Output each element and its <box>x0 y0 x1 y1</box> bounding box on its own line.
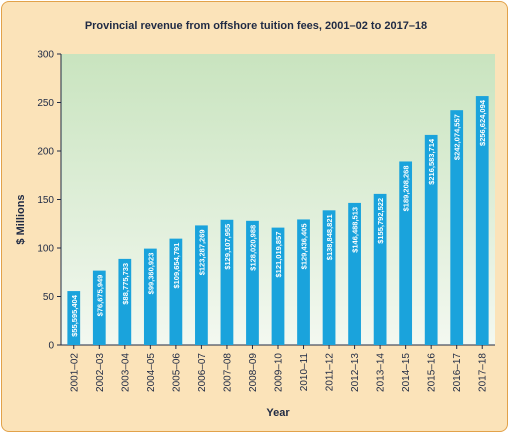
x-tick-label: 2016–17 <box>452 353 463 392</box>
x-tick-label: 2009–10 <box>274 353 285 392</box>
bar <box>169 238 183 345</box>
x-tick-label: 2005–06 <box>171 353 182 392</box>
bars: $55,595,404 $76,675,949 $88,775,733 $99,360… <box>67 96 489 345</box>
bar <box>143 248 157 345</box>
y-tick-label: 250 <box>37 98 54 109</box>
y-tick-label: 200 <box>37 147 54 158</box>
x-tick-label: 2010–11 <box>299 353 310 392</box>
x-tick-label: 2001–02 <box>69 353 80 392</box>
bar <box>373 193 387 345</box>
bar-data-label: $155,792,522 <box>376 198 385 244</box>
bar-data-label: $129,107,955 <box>223 224 232 270</box>
y-tick-label: 50 <box>43 292 55 303</box>
x-axis-label: Year <box>266 407 290 419</box>
bar <box>220 219 234 345</box>
bar <box>246 220 259 345</box>
bar-data-label: $55,595,404 <box>70 294 79 337</box>
bar-data-label: $146,488,513 <box>351 207 360 253</box>
bar-data-label: $88,775,733 <box>121 263 130 305</box>
chart-title: Provincial revenue from offshore tuition… <box>85 20 427 32</box>
bar <box>297 219 310 345</box>
x-tick-label: 2013–14 <box>376 353 387 392</box>
bar <box>67 291 81 345</box>
bar-data-label: $123,287,269 <box>197 229 206 275</box>
bar <box>322 210 336 345</box>
y-tick-label: 150 <box>37 195 54 206</box>
x-tick-label: 2011–12 <box>325 353 336 392</box>
bar-data-label: $109,654,791 <box>172 243 181 289</box>
bar <box>92 270 106 345</box>
bar-data-label: $129,436,405 <box>300 223 309 269</box>
bar <box>118 258 132 345</box>
x-tick-label: 2003–04 <box>120 353 131 392</box>
x-tick-label: 2006–07 <box>197 353 208 392</box>
x-tick-label: 2008–09 <box>248 353 259 392</box>
bar-data-label: $242,074,557 <box>453 114 462 160</box>
x-tick-label: 2002–03 <box>95 353 106 392</box>
bar <box>271 227 285 345</box>
x-axis: 2001–02 2002–03 2003–04 2004–05 2005–06 2006–… <box>61 344 495 392</box>
y-tick-label: 300 <box>37 50 54 61</box>
bar-data-label: $99,360,923 <box>146 253 155 295</box>
x-tick-label: 2007–08 <box>222 353 233 392</box>
bar <box>348 202 361 345</box>
bar <box>424 134 438 345</box>
x-tick-label: 2015–16 <box>427 353 438 392</box>
bar <box>195 225 208 345</box>
bar-data-label: $76,675,949 <box>95 275 104 317</box>
bar-data-label: $121,019,857 <box>274 232 283 278</box>
x-tick-label: 2014–15 <box>401 353 412 392</box>
y-axis: 0 50 100 150 200 250 300 <box>37 50 62 352</box>
x-tick-label: 2017–18 <box>478 353 489 392</box>
x-tick-label: 2012–13 <box>350 353 361 392</box>
bar-data-label: $138,848,821 <box>325 214 334 260</box>
bar-data-label: $128,020,988 <box>248 225 257 271</box>
bar <box>450 110 464 345</box>
bar <box>399 161 413 345</box>
bar-data-label: $256,624,094 <box>478 99 487 146</box>
bar-data-label: $216,583,714 <box>427 138 436 185</box>
bar-data-label: $189,208,268 <box>402 165 411 211</box>
x-tick-label: 2004–05 <box>146 353 157 392</box>
y-axis-label: $ Millions <box>15 194 27 244</box>
y-tick-label: 0 <box>48 341 54 352</box>
bar <box>475 96 489 345</box>
y-tick-label: 100 <box>37 244 54 255</box>
